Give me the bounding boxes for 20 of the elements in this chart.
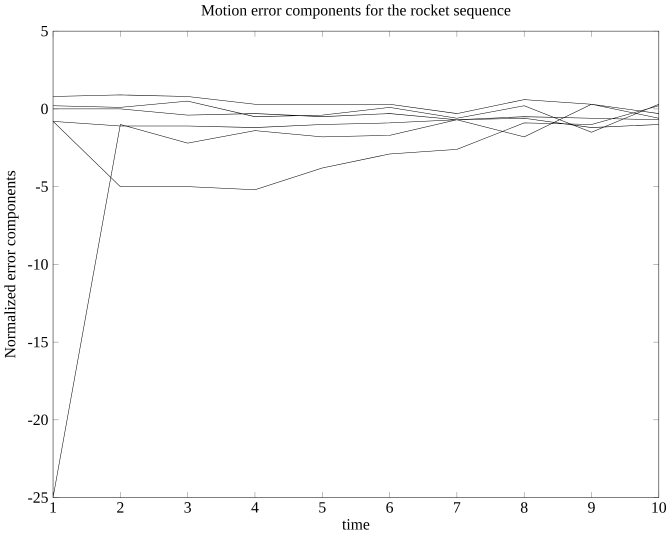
y-tick-label: -20 bbox=[28, 414, 48, 426]
x-tick-label: 5 bbox=[319, 502, 326, 513]
x-tick-label: 2 bbox=[117, 502, 124, 513]
y-axis-title: Normalized error components bbox=[4, 170, 19, 358]
x-tick-label: 6 bbox=[386, 502, 394, 513]
x-tick-label: 3 bbox=[184, 502, 191, 513]
x-tick-label: 10 bbox=[652, 502, 666, 513]
y-tick-label: -10 bbox=[28, 259, 48, 270]
x-tick-label: 1 bbox=[50, 502, 56, 513]
y-tick-label: -5 bbox=[36, 181, 48, 192]
x-tick-label: 4 bbox=[251, 502, 259, 512]
x-tick-label: 7 bbox=[454, 502, 460, 512]
y-tick-label: 0 bbox=[41, 104, 48, 114]
chart-title: Motion error components for the rocket sequence bbox=[201, 4, 510, 19]
y-tick-label: -15 bbox=[28, 336, 48, 348]
y-tick-label: 5 bbox=[41, 26, 48, 36]
x-tick-label: 8 bbox=[520, 502, 528, 513]
x-tick-label: 9 bbox=[588, 502, 595, 513]
x-axis-title: time bbox=[342, 519, 370, 530]
y-tick-label: -25 bbox=[28, 492, 48, 503]
